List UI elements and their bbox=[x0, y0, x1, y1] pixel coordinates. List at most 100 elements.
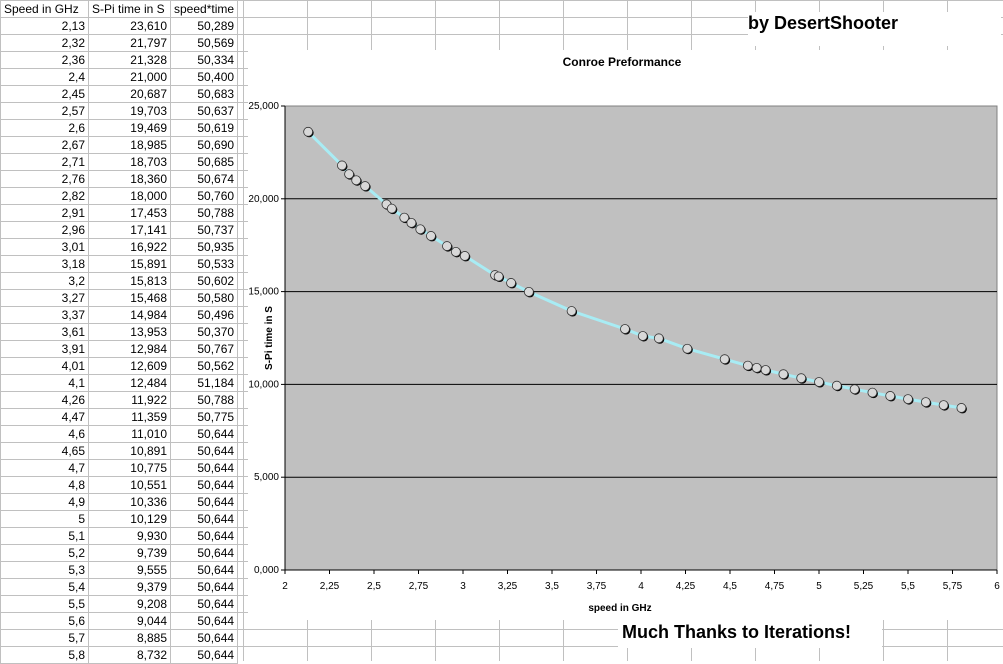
data-point[interactable] bbox=[450, 246, 461, 257]
cell-time[interactable]: 19,469 bbox=[88, 119, 171, 137]
cell-time[interactable]: 10,336 bbox=[88, 493, 171, 511]
data-point[interactable] bbox=[742, 360, 753, 371]
cell-time[interactable]: 10,129 bbox=[88, 510, 171, 528]
cell-product[interactable]: 50,400 bbox=[169, 68, 239, 86]
cell-time[interactable]: 23,610 bbox=[88, 17, 171, 35]
cell-time[interactable]: 9,739 bbox=[88, 544, 171, 562]
cell-speed[interactable]: 2,71 bbox=[0, 153, 89, 171]
cell-speed[interactable]: 2,91 bbox=[0, 204, 89, 222]
cell-product[interactable]: 50,644 bbox=[169, 493, 239, 511]
cell-speed[interactable]: 4,8 bbox=[0, 476, 89, 494]
cell-speed[interactable]: 2,36 bbox=[0, 51, 89, 69]
data-point[interactable] bbox=[399, 212, 410, 223]
cell-speed[interactable]: 4,6 bbox=[0, 425, 89, 443]
cell-product[interactable]: 50,788 bbox=[169, 391, 239, 409]
data-point[interactable] bbox=[920, 397, 931, 408]
header-cell-time[interactable]: S-Pi time in S bbox=[88, 0, 171, 18]
cell-product[interactable]: 50,674 bbox=[169, 170, 239, 188]
data-point[interactable] bbox=[406, 217, 417, 228]
cell-time[interactable]: 9,044 bbox=[88, 612, 171, 630]
cell-time[interactable]: 11,010 bbox=[88, 425, 171, 443]
data-point[interactable] bbox=[814, 377, 824, 387]
cell-product[interactable]: 50,767 bbox=[169, 340, 239, 358]
cell-product[interactable]: 50,644 bbox=[169, 561, 239, 579]
cell-product[interactable]: 50,533 bbox=[169, 255, 239, 273]
data-point[interactable] bbox=[415, 224, 426, 235]
cell-speed[interactable]: 5,1 bbox=[0, 527, 89, 545]
data-point[interactable] bbox=[653, 333, 664, 344]
cell-time[interactable]: 9,930 bbox=[88, 527, 171, 545]
cell-time[interactable]: 15,813 bbox=[88, 272, 171, 290]
cell-product[interactable]: 50,569 bbox=[169, 34, 239, 52]
cell-product[interactable]: 50,644 bbox=[169, 442, 239, 460]
header-cell-product[interactable]: speed*time bbox=[169, 0, 239, 18]
cell-time[interactable]: 20,687 bbox=[88, 85, 171, 103]
cell-time[interactable]: 14,984 bbox=[88, 306, 171, 324]
data-point[interactable] bbox=[903, 394, 913, 404]
cell-time[interactable]: 12,484 bbox=[88, 374, 171, 392]
cell-product[interactable]: 50,685 bbox=[169, 153, 239, 171]
data-point[interactable] bbox=[796, 373, 807, 384]
data-point[interactable] bbox=[849, 384, 860, 395]
cell-product[interactable]: 50,619 bbox=[169, 119, 239, 137]
cell-speed[interactable]: 5,6 bbox=[0, 612, 89, 630]
data-point[interactable] bbox=[426, 231, 436, 241]
cell-time[interactable]: 12,609 bbox=[88, 357, 171, 375]
cell-product[interactable]: 50,760 bbox=[169, 187, 239, 205]
cell-speed[interactable]: 2,96 bbox=[0, 221, 89, 239]
data-point[interactable] bbox=[337, 160, 347, 171]
cell-time[interactable]: 15,468 bbox=[88, 289, 171, 307]
cell-product[interactable]: 51,184 bbox=[169, 374, 239, 392]
cell-speed[interactable]: 2,13 bbox=[0, 17, 89, 35]
data-point[interactable] bbox=[620, 324, 630, 334]
cell-product[interactable]: 50,644 bbox=[169, 527, 239, 545]
cell-speed[interactable]: 5,5 bbox=[0, 595, 89, 613]
cell-product[interactable]: 50,370 bbox=[169, 323, 239, 341]
data-point[interactable] bbox=[885, 391, 896, 401]
data-point[interactable] bbox=[506, 278, 516, 288]
cell-product[interactable]: 50,683 bbox=[169, 85, 239, 103]
cell-speed[interactable]: 3,37 bbox=[0, 306, 89, 324]
cell-time[interactable]: 17,141 bbox=[88, 221, 171, 239]
cell-time[interactable]: 8,885 bbox=[88, 629, 171, 647]
cell-product[interactable]: 50,644 bbox=[169, 544, 239, 562]
cell-time[interactable]: 21,000 bbox=[88, 68, 171, 86]
cell-time[interactable]: 18,703 bbox=[88, 153, 171, 171]
cell-time[interactable]: 18,360 bbox=[88, 170, 171, 188]
cell-speed[interactable]: 3,91 bbox=[0, 340, 89, 358]
chart[interactable]: 0,000 5,000 10,000 15,000 20,000 25,000 2 2,25 2… bbox=[248, 50, 1003, 620]
cell-speed[interactable]: 2,67 bbox=[0, 136, 89, 154]
data-point[interactable] bbox=[303, 126, 314, 137]
data-point[interactable] bbox=[360, 181, 370, 191]
data-point[interactable] bbox=[493, 271, 504, 282]
cell-time[interactable]: 11,359 bbox=[88, 408, 171, 426]
cell-speed[interactable]: 5 bbox=[0, 510, 89, 528]
header-cell-speed[interactable]: Speed in GHz bbox=[0, 0, 89, 18]
cell-speed[interactable]: 4,47 bbox=[0, 408, 89, 426]
cell-product[interactable]: 50,334 bbox=[169, 51, 239, 69]
cell-product[interactable]: 50,644 bbox=[169, 459, 239, 477]
data-point[interactable] bbox=[938, 400, 949, 410]
data-point[interactable] bbox=[956, 403, 967, 413]
cell-time[interactable]: 18,985 bbox=[88, 136, 171, 154]
data-point[interactable] bbox=[442, 241, 452, 251]
data-point[interactable] bbox=[344, 169, 354, 180]
cell-speed[interactable]: 2,4 bbox=[0, 68, 89, 86]
cell-speed[interactable]: 2,57 bbox=[0, 102, 89, 120]
cell-time[interactable]: 21,328 bbox=[88, 51, 171, 69]
cell-time[interactable]: 11,922 bbox=[88, 391, 171, 409]
data-point[interactable] bbox=[637, 331, 648, 341]
data-point[interactable] bbox=[778, 369, 789, 380]
cell-time[interactable]: 10,551 bbox=[88, 476, 171, 494]
data-point[interactable] bbox=[682, 343, 693, 354]
cell-time[interactable]: 15,891 bbox=[88, 255, 171, 273]
cell-time[interactable]: 9,379 bbox=[88, 578, 171, 596]
cell-speed[interactable]: 2,76 bbox=[0, 170, 89, 188]
data-point[interactable] bbox=[523, 286, 534, 297]
cell-time[interactable]: 9,208 bbox=[88, 595, 171, 613]
cell-product[interactable]: 50,788 bbox=[169, 204, 239, 222]
cell-product[interactable]: 50,644 bbox=[169, 612, 239, 630]
data-point[interactable] bbox=[566, 306, 577, 316]
cell-product[interactable]: 50,289 bbox=[169, 17, 239, 35]
cell-time[interactable]: 16,922 bbox=[88, 238, 171, 256]
